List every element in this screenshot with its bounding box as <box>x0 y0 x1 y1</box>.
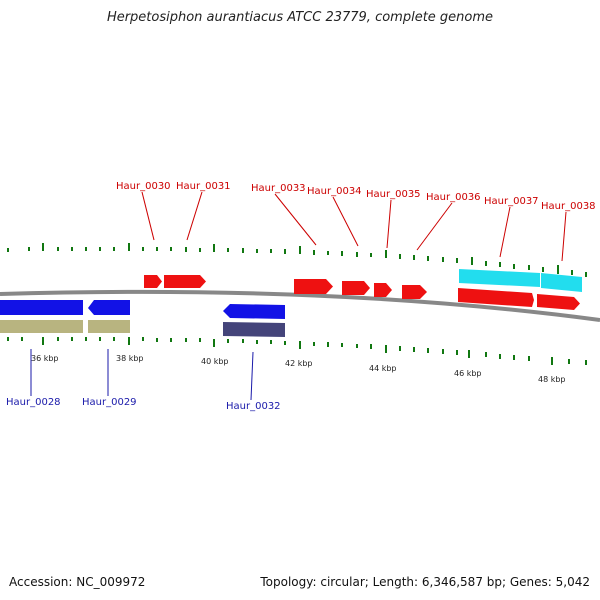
gene-haur-0032 <box>223 304 285 319</box>
genome-summary: Topology: circular; Length: 6,346,587 bp… <box>260 575 590 589</box>
genome-backbone <box>0 289 600 322</box>
gene-haur-0028 <box>0 300 83 315</box>
label-haur-0030: Haur_0030 <box>116 181 171 192</box>
map-title: Herpetosiphon aurantiacus ATCC 23779, co… <box>106 10 494 25</box>
gene-haur-0031 <box>164 275 206 288</box>
scale-labels: 36 kbp 38 kbp 40 kbp 42 kbp 44 kbp 46 kb… <box>31 354 566 384</box>
accession-text: Accession: NC_009972 <box>9 575 146 589</box>
reverse-leaders <box>30 349 254 401</box>
label-haur-0037: Haur_0037 <box>484 196 539 207</box>
scale-label-44: 44 kbp <box>369 364 397 373</box>
gene-haur-0035 <box>374 283 392 297</box>
label-haur-0031: Haur_0031 <box>176 181 231 192</box>
gene-haur-0029 <box>88 300 130 315</box>
label-haur-0032: Haur_0032 <box>226 401 281 412</box>
forward-leaders <box>141 191 567 262</box>
label-haur-0029: Haur_0029 <box>82 397 137 408</box>
scale-label-40: 40 kbp <box>201 357 229 366</box>
forward-gene-labels: Haur_0030 Haur_0031 Haur_0033 Haur_0034 … <box>116 181 596 212</box>
feature-haur-0037 <box>459 269 540 287</box>
feature-haur-0032 <box>223 322 285 337</box>
scale-label-48: 48 kbp <box>538 375 566 384</box>
label-haur-0034: Haur_0034 <box>307 186 362 197</box>
label-haur-0036: Haur_0036 <box>426 192 481 203</box>
scale-label-38: 38 kbp <box>116 354 144 363</box>
label-haur-0035: Haur_0035 <box>366 189 421 200</box>
label-haur-0038: Haur_0038 <box>541 201 596 212</box>
forward-features <box>459 269 582 292</box>
feature-haur-0038 <box>541 273 582 292</box>
label-haur-0033: Haur_0033 <box>251 183 306 194</box>
scale-label-46: 46 kbp <box>454 369 482 378</box>
reverse-features <box>0 320 285 337</box>
gene-haur-0033 <box>294 279 333 294</box>
gene-haur-0037 <box>458 288 534 307</box>
label-haur-0028: Haur_0028 <box>6 397 61 408</box>
gene-haur-0034 <box>342 281 370 295</box>
gene-haur-0038 <box>537 294 580 310</box>
gene-haur-0036 <box>402 285 427 299</box>
scale-label-42: 42 kbp <box>285 359 313 368</box>
lower-ticks <box>7 337 587 365</box>
gene-haur-0030 <box>144 275 162 288</box>
forward-genes <box>144 275 580 310</box>
feature-haur-0029 <box>88 320 130 333</box>
scale-label-36: 36 kbp <box>31 354 59 363</box>
reverse-gene-labels: Haur_0028 Haur_0029 Haur_0032 <box>6 397 281 412</box>
upper-ticks <box>7 243 587 277</box>
reverse-genes <box>0 300 285 319</box>
feature-haur-0028 <box>0 320 83 333</box>
